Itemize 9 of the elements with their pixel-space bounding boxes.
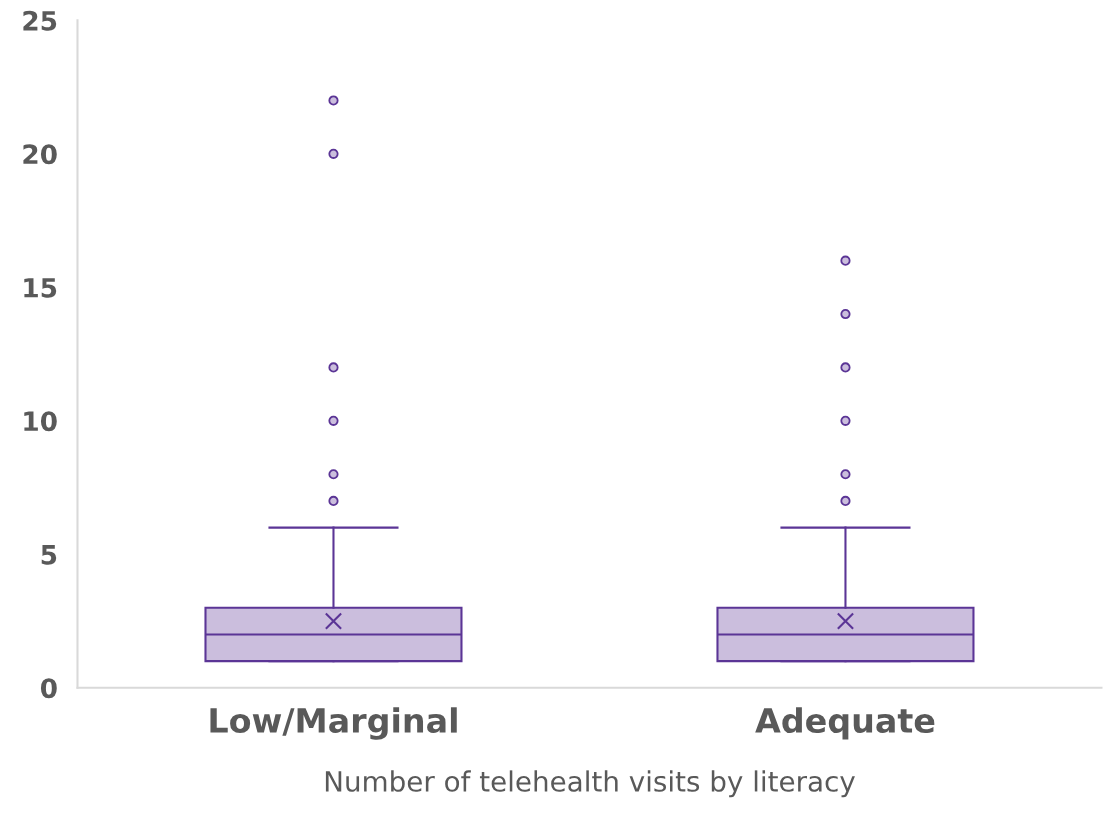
y-tick-label: 15: [24, 278, 57, 298]
y-tick-label: 0: [40, 678, 57, 699]
x-tick-label: Low/Marginal: [210, 707, 457, 740]
y-tick-label: 20: [23, 144, 57, 165]
x-axis-title: Number of telehealth visits by literacy: [325, 770, 855, 798]
y-tick-label: 5: [41, 545, 57, 565]
y-tick-label: 10: [24, 411, 57, 432]
y-tick-label: 25: [23, 10, 57, 31]
x-tick-label: Adequate: [755, 707, 935, 740]
